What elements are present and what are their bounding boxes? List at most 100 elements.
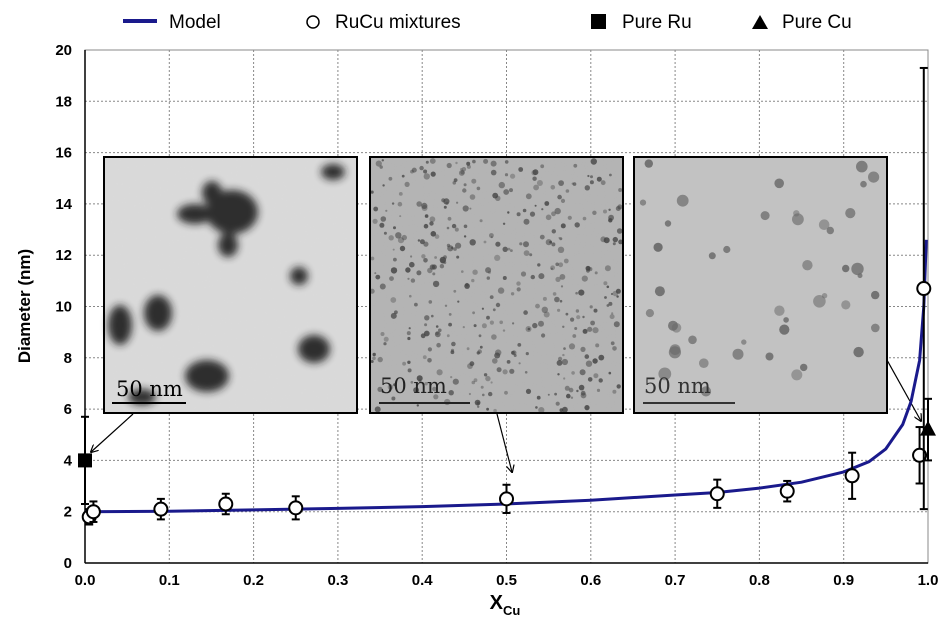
texture-dot [551, 211, 556, 217]
texture-dot [370, 256, 375, 261]
texture-dot [389, 276, 394, 281]
texture-dot [387, 384, 394, 390]
texture-dot [596, 176, 602, 182]
y-tick-label: 10 [55, 299, 72, 316]
texture-dot [406, 331, 411, 336]
texture-dot [467, 363, 473, 369]
texture-dot [612, 389, 617, 394]
texture-dot [525, 388, 532, 394]
texture-dot [393, 383, 396, 387]
texture-dot [409, 261, 415, 268]
texture-dot [856, 160, 868, 173]
texture-dot [374, 272, 377, 275]
x-tick-label: 0.7 [665, 572, 686, 589]
texture-dot [471, 278, 475, 283]
texture-dot [502, 369, 508, 375]
texture-dot [439, 264, 445, 269]
texture-dot [570, 396, 574, 399]
texture-dot [432, 386, 437, 392]
texture-dot [688, 335, 697, 345]
texture-dot [559, 237, 563, 241]
texture-dot [488, 391, 493, 397]
texture-dot [445, 201, 449, 205]
texture-dot [520, 271, 527, 277]
texture-dot [517, 343, 522, 347]
texture-dot [590, 320, 595, 326]
texture-dot [582, 216, 587, 221]
texture-dot [541, 208, 544, 211]
texture-dot [421, 202, 428, 209]
texture-dot [609, 173, 612, 177]
texture-dot [418, 379, 422, 383]
texture-dot [519, 242, 523, 246]
texture-dot [423, 173, 430, 180]
texture-dot [499, 320, 504, 325]
texture-dot [417, 239, 421, 242]
texture-dot [594, 271, 598, 275]
texture-dot [813, 295, 826, 308]
x-tick-label: 0.9 [833, 572, 854, 589]
texture-dot [377, 386, 383, 392]
texture-dot [469, 239, 476, 246]
texture-dot [429, 216, 436, 223]
texture-dot [504, 160, 509, 164]
texture-dot [593, 308, 598, 313]
texture-dot [612, 290, 619, 297]
texture-dot [606, 285, 610, 289]
texture-dot [550, 185, 556, 190]
texture-dot [616, 228, 623, 234]
texture-dot [589, 305, 593, 309]
texture-dot [868, 171, 880, 183]
texture-dot [452, 378, 459, 385]
texture-dot [492, 358, 498, 364]
texture-dot [551, 229, 556, 234]
mixture-point [85, 504, 101, 520]
texture-dot [561, 358, 569, 366]
texture-dot [483, 240, 487, 244]
texture-dot [608, 208, 611, 211]
texture-dot [448, 390, 454, 396]
texture-dot [708, 252, 716, 260]
texture-dot [513, 354, 517, 357]
texture-dot [562, 406, 568, 413]
texture-dot [397, 201, 403, 207]
texture-dot [379, 283, 386, 290]
texture-dot [391, 202, 395, 205]
texture-dot [372, 218, 378, 224]
texture-dot [427, 358, 432, 363]
y-tick-label: 16 [55, 145, 72, 162]
texture-dot [379, 222, 385, 228]
texture-dot [472, 159, 476, 164]
texture-dot [375, 160, 382, 167]
scale-label-2: 50 nm [380, 374, 447, 398]
texture-dot [471, 178, 477, 184]
texture-dot [446, 162, 452, 169]
texture-dot [525, 352, 529, 356]
texture-dot [481, 323, 487, 329]
texture-dot [421, 254, 426, 259]
texture-dot [555, 276, 561, 282]
texture-dot [489, 320, 494, 325]
scale-label-3: 50 nm [644, 374, 711, 398]
texture-dot [491, 334, 497, 340]
y-tick-label: 18 [55, 93, 72, 110]
legend-model-label: Model [169, 12, 221, 33]
texture-dot [438, 328, 442, 333]
model-curve [84, 239, 928, 514]
texture-dot [570, 317, 575, 322]
texture-dot [407, 277, 410, 280]
texture-dot [523, 218, 530, 225]
texture-dot [497, 287, 505, 294]
texture-dot [516, 287, 521, 292]
texture-dot [383, 342, 387, 346]
texture-dot [774, 178, 784, 189]
texture-dot [551, 242, 556, 247]
texture-dot [538, 407, 545, 414]
texture-dot [480, 385, 484, 389]
texture-dot [668, 320, 678, 331]
texture-dot [792, 213, 804, 226]
texture-dot [545, 239, 552, 246]
texture-dot [486, 276, 490, 280]
texture-dot [496, 367, 502, 373]
texture-dot [494, 254, 501, 261]
